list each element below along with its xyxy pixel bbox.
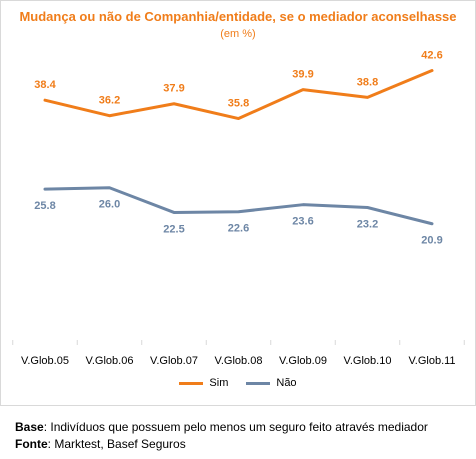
data-label: 25.8 [34, 200, 55, 212]
x-tick-label: V.Glob.10 [344, 355, 392, 367]
data-label: 38.8 [357, 76, 378, 88]
data-label: 22.5 [163, 223, 184, 235]
data-label: 23.6 [292, 216, 313, 228]
x-tick-label: V.Glob.09 [279, 355, 327, 367]
footnote-source-text: : Marktest, Basef Seguros [47, 437, 186, 451]
footnote-base-text: : Indivíduos que possuem pelo menos um s… [43, 420, 428, 434]
chart-subtitle: (em %) [220, 28, 256, 40]
chart-title: Mudança ou não de Companhia/entidade, se… [19, 9, 457, 24]
chart-legend: Sim Não [0, 377, 476, 389]
x-tick-label: V.Glob.08 [215, 355, 263, 367]
legend-label-nao: Não [276, 377, 297, 389]
footnote-source-label: Fonte [15, 437, 48, 451]
x-tick-label: V.Glob.06 [86, 355, 134, 367]
legend-swatch-nao [246, 381, 271, 385]
legend-label-sim: Sim [209, 377, 229, 389]
data-label: 23.2 [357, 219, 378, 231]
data-label: 37.9 [163, 83, 184, 95]
data-label: 39.9 [292, 69, 313, 81]
footnote-base: Base: Indivíduos que possuem pelo menos … [15, 420, 428, 434]
data-label: 22.6 [228, 223, 249, 235]
data-label: 42.6 [421, 50, 442, 62]
data-label: 26.0 [99, 199, 120, 211]
data-label: 36.2 [99, 95, 120, 107]
series-line-nao [43, 186, 434, 226]
legend-item-nao: Não [246, 377, 297, 389]
footnote-source: Fonte: Marktest, Basef Seguros [15, 437, 186, 451]
data-label: 20.9 [421, 235, 442, 247]
series-line-sim [43, 69, 434, 121]
x-tick-label: V.Glob.07 [150, 355, 198, 367]
line-chart: V.Glob.05 V.Glob.06 V.Glob.07 V.Glob.08 V.Gl… [12, 50, 465, 367]
x-tick-label: V.Glob.05 [21, 355, 69, 367]
data-label: 35.8 [228, 98, 249, 110]
legend-item-sim: Sim [179, 377, 228, 389]
footnote-base-label: Base [15, 420, 44, 434]
x-tick-label: V.Glob.11 [408, 355, 455, 367]
legend-swatch-sim [179, 381, 204, 385]
chart-frame [0, 0, 476, 406]
data-label: 38.4 [34, 79, 56, 91]
